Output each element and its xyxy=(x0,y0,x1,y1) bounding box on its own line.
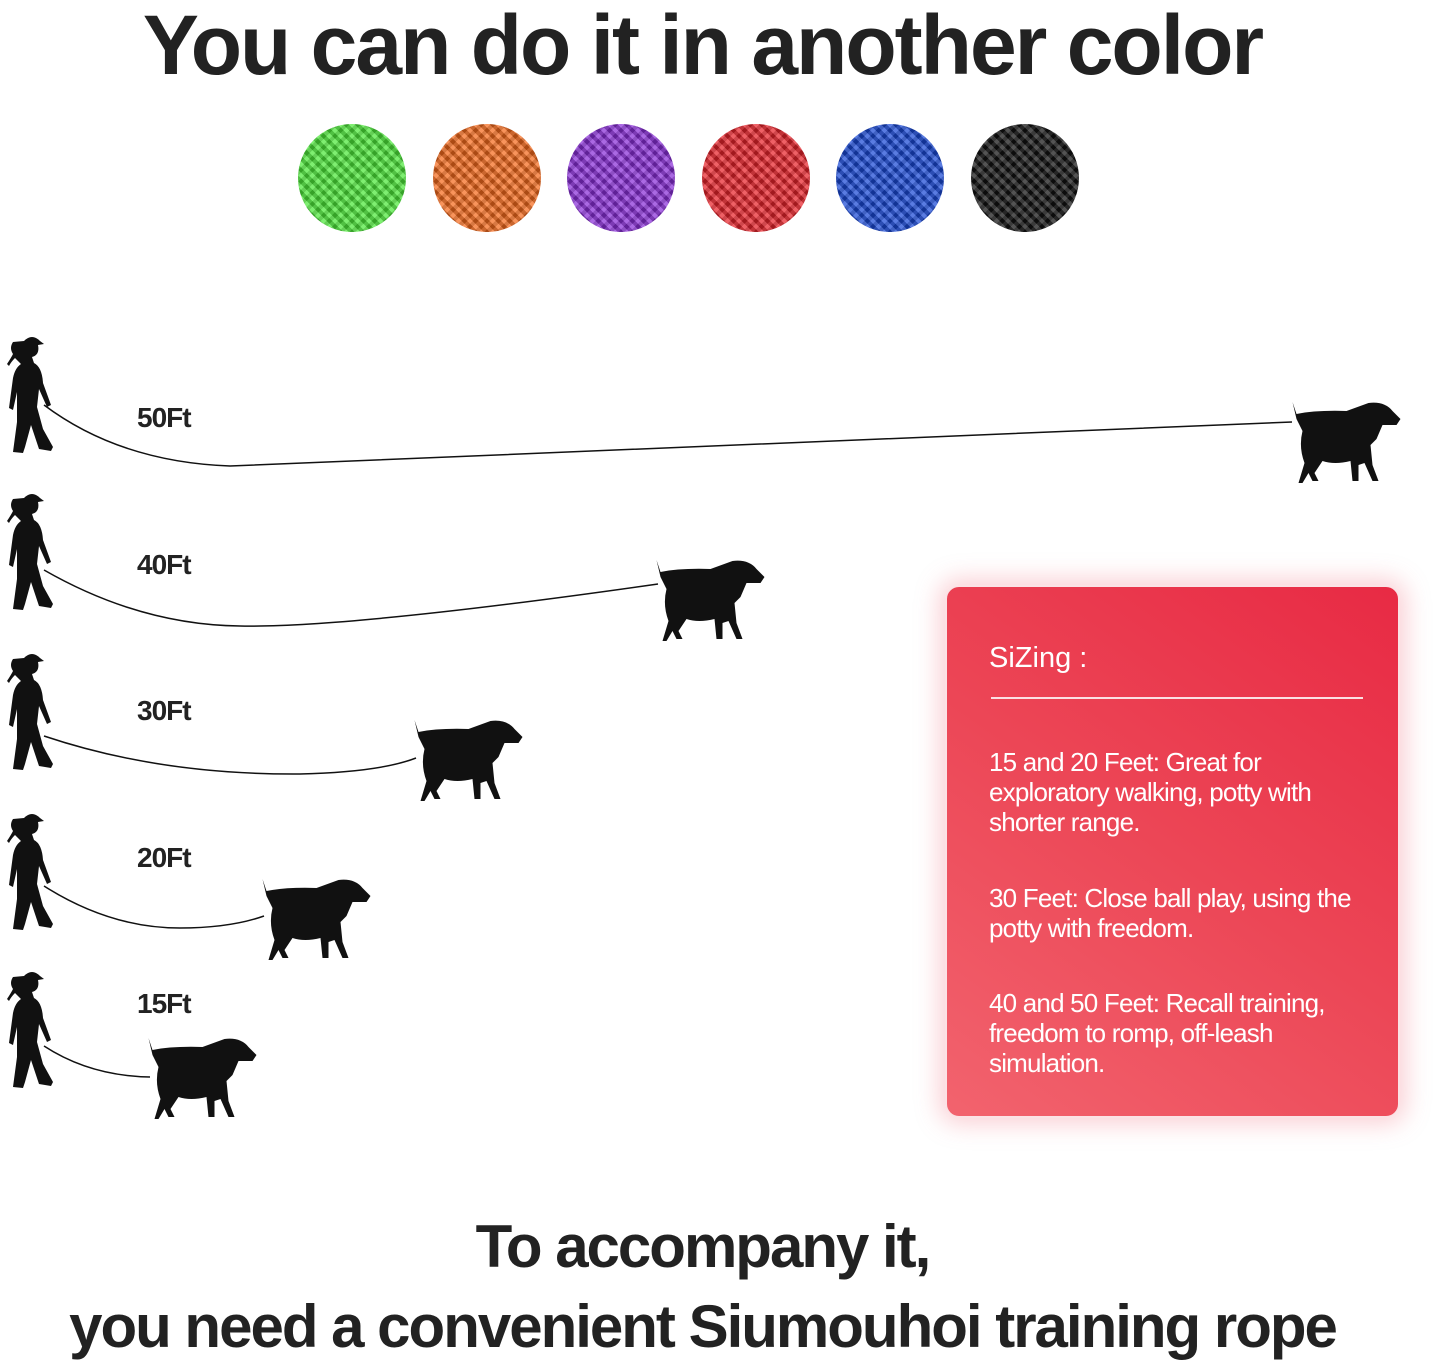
color-swatch-orange xyxy=(433,124,541,232)
person-walker-icon xyxy=(7,654,53,770)
color-swatch-red xyxy=(702,124,810,232)
sizing-card: SiZing : 15 and 20 Feet: Great for explo… xyxy=(945,585,1400,1118)
dog-icon xyxy=(1292,402,1401,483)
row-50ft xyxy=(7,337,1401,483)
person-walker-icon xyxy=(7,494,53,610)
leash-line xyxy=(43,404,1293,467)
person-walker-icon xyxy=(7,337,53,453)
leash-line xyxy=(43,1045,151,1078)
bottom-line-2: you need a convenient Siumouhoi training… xyxy=(69,1293,1338,1360)
color-swatch-green xyxy=(298,124,406,232)
dog-icon xyxy=(262,879,371,960)
length-label-50ft: 50Ft xyxy=(137,402,192,433)
dog-icon xyxy=(656,560,765,641)
length-label-20ft: 20Ft xyxy=(137,842,192,873)
row-40ft xyxy=(7,494,765,641)
dog-icon xyxy=(148,1038,257,1119)
leash-line xyxy=(43,569,659,627)
leash-line xyxy=(43,885,265,929)
color-swatch-purple xyxy=(567,124,675,232)
dog-icon xyxy=(414,720,523,801)
sizing-item-40-50: 40 and 50 Feet: Recall training, freedom… xyxy=(989,988,1326,1078)
person-walker-icon xyxy=(7,972,53,1088)
length-label-15ft: 15Ft xyxy=(137,988,192,1019)
color-swatch-blue xyxy=(836,124,944,232)
row-15ft xyxy=(7,972,257,1119)
length-label-30ft: 30Ft xyxy=(137,695,192,726)
row-30ft xyxy=(7,654,523,801)
sizing-item-30: 30 Feet: Close ball play, using the pott… xyxy=(989,883,1352,943)
row-20ft xyxy=(7,814,371,960)
length-label-40ft: 40Ft xyxy=(137,549,192,580)
person-walker-icon xyxy=(7,814,53,930)
headline: You can do it in another color xyxy=(142,0,1264,92)
bottom-line-1: To accompany it, xyxy=(475,1213,932,1280)
sizing-title: SiZing : xyxy=(989,642,1088,674)
sizing-item-15-20: 15 and 20 Feet: Great for exploratory wa… xyxy=(989,747,1312,837)
leash-line xyxy=(43,735,417,775)
color-swatch-black xyxy=(971,124,1079,232)
sizing-divider xyxy=(991,697,1363,699)
